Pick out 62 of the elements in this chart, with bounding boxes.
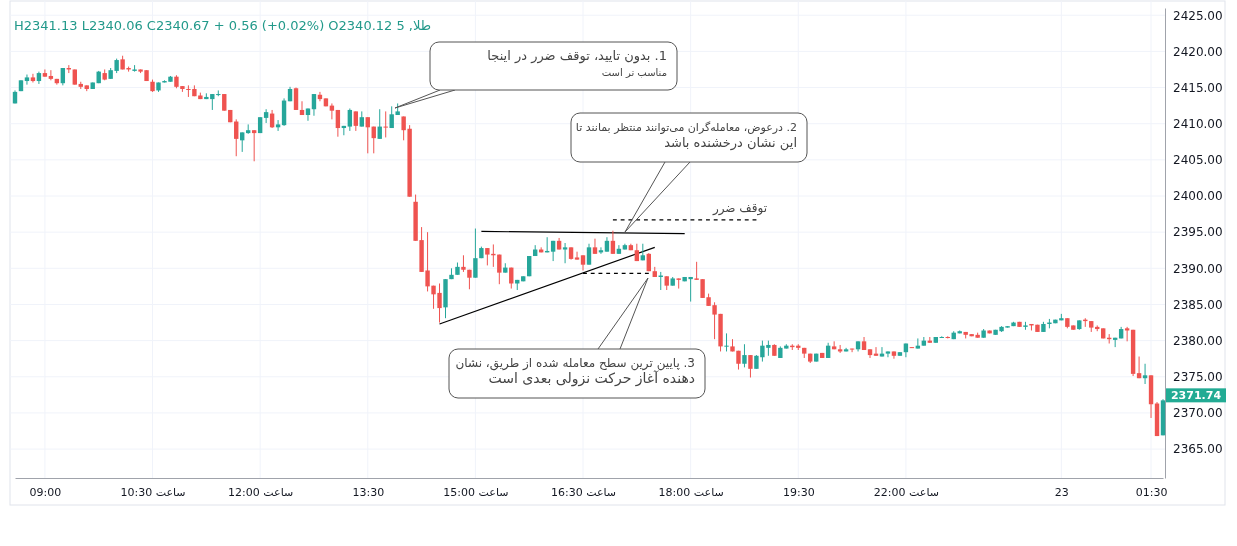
annotation: توقف ضرر [711,201,768,216]
y-tick-label: 2365.00 [1173,442,1223,457]
y-tick-label: 2375.00 [1173,370,1223,385]
candlestick [831,340,837,350]
y-tick-label: 2390.00 [1173,261,1223,276]
y-tick-label: 2380.00 [1173,333,1223,348]
candlestick [610,230,616,255]
candlestick [240,131,245,153]
candlestick [42,68,48,78]
candlestick [24,74,30,86]
candlestick [275,119,281,132]
candlestick [879,346,885,358]
annotation: 3. پایین ترین سطح معامله شده از طریق، نشان دهنده آغاز حرکت نزولی بعدی است [455,356,695,387]
y-tick-label: 2385.00 [1173,297,1223,312]
candlestick [48,69,54,81]
y-tick-label: 2410.00 [1173,117,1223,132]
candlestick [742,343,747,368]
text: 2371.74 [1170,389,1222,403]
annotation: 2. درعوض، معامله‌گران می‌توانند منتظر بمانند تا این نشان درخشنده باشد [575,121,797,151]
candlestick [724,332,729,352]
candlestick [329,102,335,120]
x-tick-label: 16:30 ساعت [550,485,617,499]
y-tick-label: 2425.00 [1173,8,1223,23]
candlestick [586,243,592,266]
y-tick-label: 2405.00 [1173,153,1223,168]
candlestick [473,228,478,279]
x-tick-label: 10:30 ساعت [120,485,186,499]
y-tick-label: 2370.00 [1173,406,1223,421]
candlestick [562,242,568,264]
x-tick-label: 23 [1054,485,1069,499]
candlestick [592,238,598,255]
y-tick-label: 2395.00 [1173,225,1223,240]
y-tick-label: 2420.00 [1173,44,1223,59]
x-tick-label: 18:00 ساعت [658,485,724,499]
x-tick-label: 09:00 [29,485,62,499]
candlestick [251,129,257,162]
candlestick [676,277,681,290]
x-tick-label: 13:30 [352,485,385,499]
x-tick-label: 22:00 ساعت [873,485,939,499]
candlestick [335,109,341,138]
candlestick [885,350,891,358]
candlestick [299,100,305,116]
candlestick [347,108,353,132]
candlestick [263,108,269,124]
candlestick [849,348,855,353]
candlestick [353,110,359,132]
candlestick [748,354,753,378]
candlestick [497,254,502,285]
x-tick-label: 19:30 [782,485,815,499]
x-tick-label: 01:30 [1135,485,1168,499]
candlestick [1142,363,1148,385]
candlestick [574,251,580,261]
y-tick-label: 2415.00 [1173,80,1223,95]
annotation: 1. بدون تایید، توقف ضرر در اینجا مناسب تر است [487,48,667,78]
x-tick-label: 12:00 ساعت [228,485,294,499]
text: H2341.13 L2340.06 C2340.67 + 0.56 (+0.02%) O2340.12 5 ,طلا [14,18,432,33]
candlestick [311,93,317,117]
x-tick-label: 15:00 ساعت [443,485,509,499]
candlestick [383,110,388,138]
y-tick-label: 2400.00 [1173,189,1223,204]
speech-bubble: 3. پایین ترین سطح معامله شده از طریق، نشان دهنده آغاز حرکت نزولی بعدی است [448,277,706,399]
candlestick [915,337,921,350]
